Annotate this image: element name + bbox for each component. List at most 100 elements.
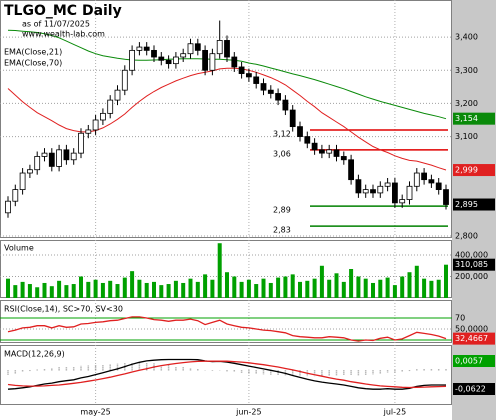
volume-bar	[225, 272, 229, 298]
candle-body	[238, 66, 245, 74]
candle-body	[187, 43, 194, 55]
volume-bar	[276, 277, 281, 298]
x-tick-label: jul-25	[383, 408, 407, 417]
chart-title: TLGO_MC Daily	[4, 3, 122, 19]
volume-bar	[173, 280, 178, 298]
volume-bar	[400, 276, 405, 298]
candle-body	[362, 189, 369, 194]
candle-body	[78, 132, 84, 154]
volume-bar	[254, 284, 259, 298]
volume-bar	[349, 269, 354, 298]
candle-body	[384, 182, 391, 187]
candle-body	[311, 142, 318, 151]
candle-body	[435, 182, 442, 191]
volume-bar	[319, 265, 324, 298]
volume-bar	[298, 281, 302, 298]
volume-bar	[35, 287, 40, 298]
volume-bar	[100, 282, 105, 298]
candle-body	[421, 172, 428, 181]
candle-body	[34, 156, 41, 171]
volume-bar	[290, 274, 295, 298]
volume-bar	[356, 276, 361, 298]
volume-bar	[108, 280, 113, 298]
volume-bar	[71, 284, 76, 298]
y-tick-label: 200,000	[455, 272, 488, 281]
candle-body	[413, 172, 420, 187]
volume-bar	[385, 277, 390, 298]
candle-body	[129, 49, 136, 71]
volume-bar	[283, 276, 288, 298]
candle-body	[114, 89, 121, 101]
candle-body	[158, 56, 165, 61]
volume-bar	[137, 279, 142, 298]
volume-bar	[57, 280, 62, 298]
volume-bar	[261, 278, 266, 298]
volume-bar	[305, 280, 310, 298]
y-tick-label: 3,200	[455, 99, 478, 108]
last-value-marker	[453, 355, 495, 368]
y-tick-label: 3,300	[455, 66, 478, 75]
volume-bar	[407, 272, 412, 298]
last-value-label: 310,085	[455, 260, 488, 269]
candle-body	[143, 46, 150, 51]
candle-body	[92, 119, 99, 131]
volume-bar	[42, 282, 47, 298]
volume-bar	[246, 279, 251, 298]
panel-title: MACD(12,26,9)	[4, 350, 65, 359]
last-value-marker	[453, 383, 495, 395]
volume-bar	[49, 286, 54, 298]
candle-body	[428, 179, 435, 184]
volume-bar	[429, 280, 434, 298]
volume-bar	[341, 281, 346, 298]
last-value-marker	[453, 198, 495, 211]
candle-body	[224, 40, 230, 58]
panel	[0, 345, 452, 405]
last-value-label: -0,0622	[455, 385, 486, 394]
panel	[0, 0, 452, 238]
series-line	[7, 360, 447, 389]
candle-body	[136, 46, 143, 51]
volume-bar	[144, 282, 149, 298]
candle-body	[253, 76, 260, 84]
volume-bar	[363, 278, 368, 298]
candle-body	[318, 149, 325, 154]
candle-body	[151, 49, 157, 58]
candle-body	[370, 189, 376, 194]
volume-bar	[327, 279, 332, 298]
volume-bar	[130, 271, 135, 298]
y-tick-label: 50,0000	[455, 324, 488, 333]
candle-body	[333, 149, 340, 157]
y-tick-label: 3,400	[455, 33, 478, 42]
candle-body	[202, 49, 209, 71]
candle-body	[216, 40, 223, 55]
candle-body	[172, 56, 179, 65]
last-value-label: 2,895	[455, 200, 478, 209]
last-value-marker	[453, 258, 495, 271]
x-tick-label: may-25	[80, 408, 110, 417]
last-value-label: 32,4667	[455, 334, 488, 343]
x-tick-label: jun-25	[235, 408, 261, 417]
candle-body	[209, 53, 216, 71]
candle-body	[70, 152, 77, 161]
volume-bar	[436, 279, 441, 298]
candle-body	[245, 73, 252, 78]
last-value-label: 3,154	[455, 114, 478, 123]
volume-bar	[79, 276, 83, 298]
volume-bar	[181, 282, 186, 298]
candle-body	[26, 169, 33, 174]
volume-bar	[166, 284, 171, 298]
volume-bar	[6, 278, 10, 298]
chart-subtitle: as of 11/07/2025	[22, 20, 90, 29]
candle-body	[5, 200, 11, 214]
candle-body	[326, 149, 333, 154]
volume-bar	[159, 285, 164, 298]
candle-body	[107, 99, 114, 114]
last-value-marker	[453, 332, 495, 345]
series-line	[7, 358, 446, 390]
volume-bar	[371, 282, 375, 298]
volume-bar	[239, 281, 244, 298]
candle-body	[275, 93, 282, 101]
candle-body	[348, 159, 355, 181]
candle-body	[297, 126, 303, 137]
